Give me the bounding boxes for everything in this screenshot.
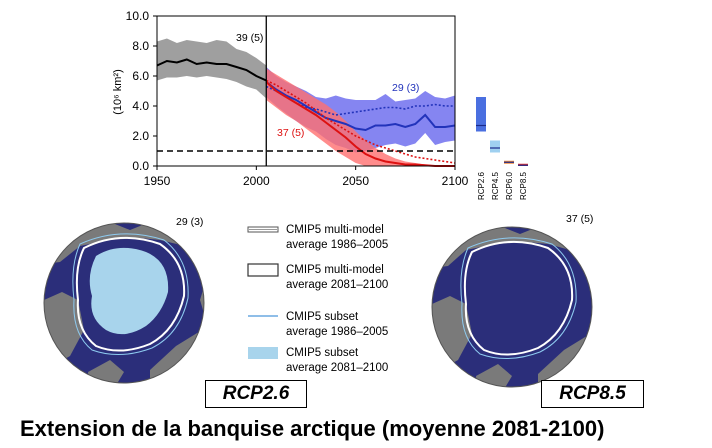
y-axis-ticks: 0.0 2.0 4.0 6.0 8.0 10.0 xyxy=(126,9,157,173)
map-right-count: 37 (5) xyxy=(566,213,593,225)
band-historical xyxy=(157,38,267,99)
legend-swatch-subset-2081-2100 xyxy=(248,347,278,359)
x-tick-label: 2000 xyxy=(243,174,270,188)
x-tick-label: 1950 xyxy=(144,174,171,188)
y-tick-label: 8.0 xyxy=(132,39,149,53)
ice-edge-subset-1986-2005 xyxy=(460,237,577,359)
line-rcp26 xyxy=(265,81,456,132)
sea-ice-extent-chart: 0.0 2.0 4.0 6.0 8.0 10.0 1950 2000 2050 2100 (10… xyxy=(112,9,528,200)
sea-ice-area xyxy=(89,247,169,335)
side-bar-label: RCP8.5 xyxy=(519,171,528,200)
x-axis-ticks: 1950 2000 2050 2100 xyxy=(144,166,469,188)
ice-edge-1986-2005 xyxy=(463,240,574,356)
legend-item-4-line2: average 2081–2100 xyxy=(286,362,388,374)
line-historical xyxy=(156,58,267,82)
subset-line-rcp85 xyxy=(265,79,456,164)
legend-item-1-line1: CMIP5 multi-model xyxy=(286,224,384,236)
legend-item-3-line2: average 1986–2005 xyxy=(286,326,388,338)
y-tick-label: 4.0 xyxy=(132,99,149,113)
map-legend: CMIP5 multi-model average 1986–2005 CMIP… xyxy=(247,224,388,374)
x-tick-label: 2050 xyxy=(342,174,369,188)
map-rcp85: 37 (5) xyxy=(431,213,593,388)
side-bar-label: RCP2.6 xyxy=(477,171,486,200)
map-rcp26: 29 (3) xyxy=(43,216,205,384)
plot-border xyxy=(156,15,456,167)
ocean-disk xyxy=(432,227,592,387)
side-bar-rcp45 xyxy=(490,140,500,153)
legend-swatch-multimodel-1986-2005 xyxy=(247,226,279,233)
side-bar-label: RCP6.0 xyxy=(505,171,514,200)
annotation-rcp26: 29 (3) xyxy=(392,82,419,94)
annotation-historical: 39 (5) xyxy=(236,32,263,44)
legend-item-4-line1: CMIP5 subset xyxy=(286,347,359,359)
y-tick-label: 6.0 xyxy=(132,69,149,83)
plot-frame xyxy=(156,15,456,167)
band-rcp85 xyxy=(266,68,455,166)
uncertainty-bands xyxy=(157,38,455,166)
map-left-count: 29 (3) xyxy=(176,216,203,228)
legend-item-2-line1: CMIP5 multi-model xyxy=(286,264,384,276)
y-tick-label: 10.0 xyxy=(126,9,150,23)
band-rcp26 xyxy=(266,67,455,153)
scenario-side-bars: RCP2.6 RCP4.5 RCP6.0 RCP8.5 xyxy=(476,97,528,200)
y-tick-label: 2.0 xyxy=(132,129,149,143)
figure-caption: Extension de la banquise arctique (moyen… xyxy=(20,416,605,441)
ice-edge-1986-2005 xyxy=(75,236,186,352)
x-tick-label: 2100 xyxy=(442,174,469,188)
legend-swatch-multimodel-2081-2100 xyxy=(247,263,279,277)
legend-item-3-line1: CMIP5 subset xyxy=(286,311,359,323)
legend-item-2-line2: average 2081–2100 xyxy=(286,279,388,291)
y-tick-label: 0.0 xyxy=(132,159,149,173)
subset-line-rcp26 xyxy=(265,85,455,116)
ice-edge-subset-1986-2005 xyxy=(72,233,189,355)
side-bar-label: RCP4.5 xyxy=(491,171,500,200)
y-axis-label: (10⁶ km²) xyxy=(112,69,124,114)
annotation-rcp85: 37 (5) xyxy=(277,127,304,139)
scenario-label-rcp26: RCP2.6 xyxy=(205,380,307,408)
scenario-label-rcp85: RCP8.5 xyxy=(541,380,644,408)
legend-item-1-line2: average 1986–2005 xyxy=(286,239,388,251)
side-bar-rcp26 xyxy=(476,97,486,132)
